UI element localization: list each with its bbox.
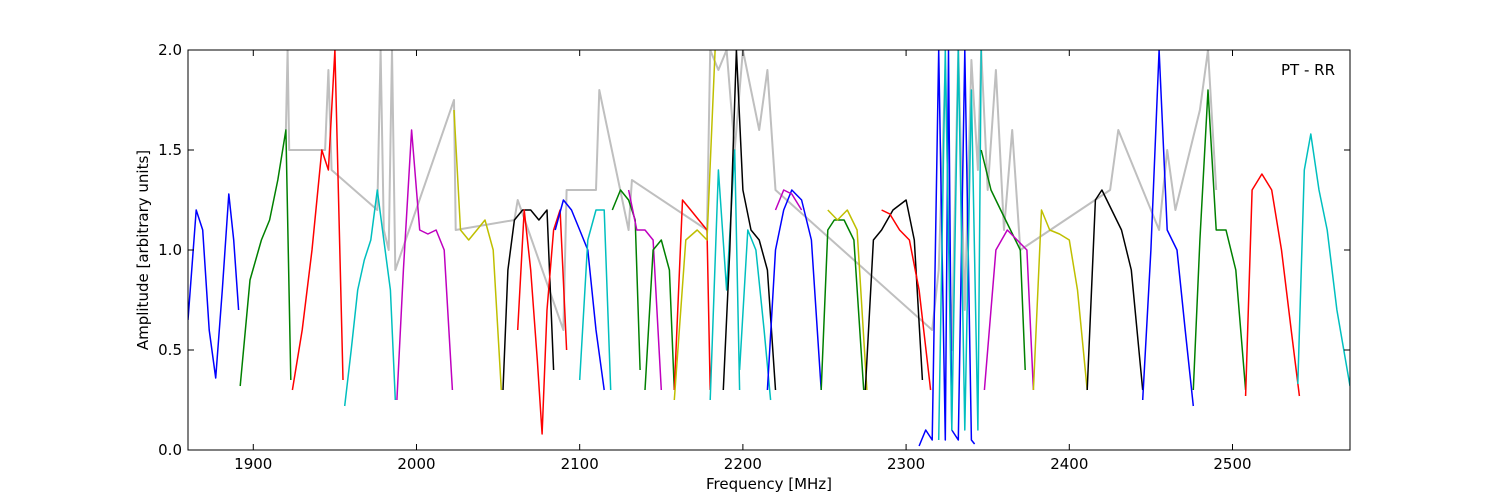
- series-line-11: [611, 189, 641, 371]
- series-line-23: [864, 199, 924, 391]
- x-axis-label: Frequency [MHz]: [706, 475, 832, 493]
- series-line-10: [578, 209, 612, 391]
- y-tick-label: 0.0: [158, 441, 182, 459]
- series-line-20: [774, 189, 803, 211]
- series-line-18: [738, 229, 772, 401]
- series-line-24: [881, 209, 932, 391]
- series-line-22: [827, 209, 868, 391]
- series-line-33: [1244, 173, 1301, 397]
- series-line-30: [1086, 189, 1144, 391]
- x-tick-label: 2000: [397, 455, 435, 473]
- series-line-5: [396, 129, 454, 401]
- series-line-15: [673, 50, 716, 401]
- series-line-28: [983, 229, 1035, 391]
- series-line-1: [188, 193, 240, 379]
- x-tick-label: 2500: [1213, 455, 1251, 473]
- series-line-9: [554, 199, 605, 391]
- series-line-34: [1297, 133, 1350, 387]
- series-line-12: [627, 189, 663, 391]
- panel-label: PT - RR: [1281, 61, 1335, 79]
- series-line-13: [644, 239, 676, 391]
- series-line-6: [453, 109, 503, 391]
- x-tick-label: 2300: [887, 455, 925, 473]
- series-line-21: [820, 219, 865, 391]
- series-line-26: [937, 50, 982, 441]
- series-line-19: [766, 189, 822, 391]
- series-line-17: [722, 50, 777, 391]
- background-trace: [284, 50, 1218, 351]
- series-line-32: [1192, 89, 1247, 391]
- y-tick-label: 0.5: [158, 341, 182, 359]
- series-line-14: [673, 199, 711, 391]
- y-tick-label: 2.0: [158, 41, 182, 59]
- series-line-31: [1141, 50, 1195, 407]
- y-axis-label: Amplitude [arbitrary units]: [134, 150, 152, 350]
- series-line-3: [291, 50, 344, 391]
- series-line-27: [980, 149, 1026, 371]
- series-line-7: [502, 209, 555, 391]
- x-tick-label: 2200: [724, 455, 762, 473]
- x-tick-label: 2400: [1050, 455, 1088, 473]
- x-tick-label: 2100: [561, 455, 599, 473]
- y-tick-label: 1.0: [158, 241, 182, 259]
- y-tick-label: 1.5: [158, 141, 182, 159]
- series-line-8: [516, 209, 568, 435]
- series-line-4: [343, 189, 397, 407]
- plot-content: [188, 50, 1350, 447]
- series-line-16: [709, 149, 741, 401]
- series-line-25: [918, 50, 976, 447]
- series-line-2: [239, 129, 292, 387]
- x-tick-label: 1900: [234, 455, 272, 473]
- axis-ticks: 1900 2000 2100 2200 2300 2400 2500 0.0 0.5 1.0 1.5…: [158, 41, 1350, 473]
- series-line-29: [1032, 209, 1088, 391]
